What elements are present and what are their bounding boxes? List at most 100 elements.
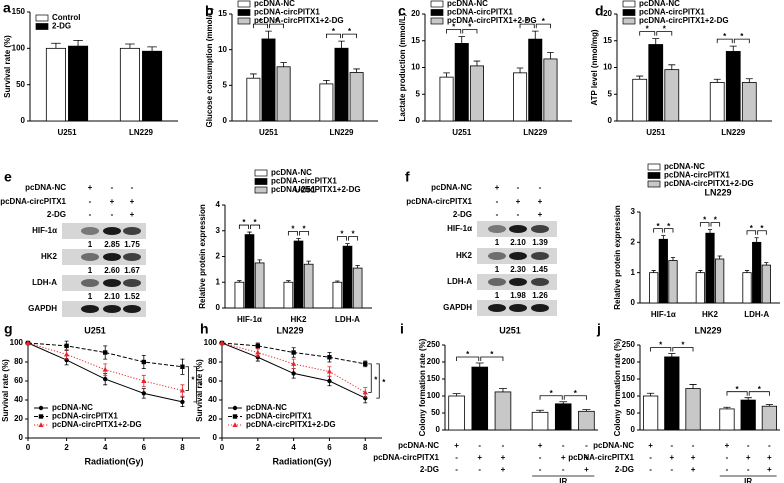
- marker: [38, 422, 44, 427]
- group-label: IR: [744, 477, 752, 483]
- band-label: GAPDH: [28, 304, 57, 313]
- legend-swatch: [254, 169, 268, 177]
- sig-bracket: [535, 23, 551, 29]
- sig-star: *: [714, 216, 718, 225]
- bar: [234, 281, 245, 309]
- sig-star: *: [723, 32, 727, 41]
- sig-star: *: [663, 25, 667, 34]
- x-tick-label: HIF-1α: [237, 315, 262, 324]
- blot-band: [531, 252, 549, 260]
- y-axis-label: Relative protein expression: [198, 204, 207, 309]
- bar: [68, 45, 89, 122]
- condition-sign: +: [495, 183, 500, 192]
- band-value: 1: [88, 266, 93, 275]
- legend-swatch: [254, 186, 268, 194]
- error-bar: [652, 38, 660, 45]
- sig-bracket: [238, 224, 249, 230]
- blot-band: [488, 225, 506, 233]
- marker: [291, 361, 297, 366]
- bar: [254, 262, 265, 309]
- bar: [658, 238, 668, 304]
- sig-star: *: [760, 224, 764, 233]
- condition-sign: +: [538, 197, 543, 206]
- sig-bracket: [650, 347, 672, 352]
- y-tick-label: 2: [216, 252, 221, 261]
- error-bar: [499, 388, 507, 392]
- error-bar: [265, 30, 272, 39]
- bar: [439, 76, 454, 122]
- y-tick-label: 0: [213, 433, 218, 442]
- condition-sign: -: [562, 441, 565, 450]
- y-tick-label: 250: [427, 340, 441, 349]
- bar: [276, 66, 291, 122]
- blot-band: [81, 305, 99, 313]
- y-tick-label: 50: [431, 408, 440, 417]
- marker: [141, 378, 147, 383]
- x-tick-label: LN229: [523, 128, 548, 137]
- y-tick-label: 0: [631, 425, 636, 434]
- bar: [578, 410, 595, 431]
- band-value: 1.75: [124, 240, 140, 249]
- sig-bracket: [757, 230, 767, 235]
- bar: [494, 391, 512, 431]
- y-tick-label: 80: [208, 357, 217, 366]
- condition-sign: -: [649, 453, 652, 462]
- blot-band: [123, 279, 141, 287]
- y-tick-label: 0: [216, 303, 221, 312]
- x-tick-label: 0: [220, 443, 225, 452]
- bar: [664, 356, 680, 431]
- y-tick-label: 0: [223, 116, 228, 125]
- condition-sign: -: [726, 465, 729, 474]
- series-line: [27, 342, 183, 368]
- marker: [232, 422, 238, 427]
- marker: [38, 414, 44, 419]
- error-bar: [689, 384, 697, 389]
- sig-star: *: [550, 389, 554, 398]
- bar: [664, 69, 680, 122]
- y-tick-label: 0: [631, 298, 636, 307]
- sig-star: *: [340, 230, 344, 239]
- legend-label: pcDNA-NC: [52, 403, 93, 412]
- y-tick-label: 150: [622, 374, 636, 383]
- error-bar: [647, 392, 655, 396]
- marker: [362, 389, 368, 395]
- condition-sign: -: [455, 465, 458, 474]
- y-tick-label: 5: [223, 80, 228, 89]
- marker: [291, 371, 296, 376]
- sig-bracket: [250, 224, 261, 230]
- x-tick-label: U251: [646, 128, 666, 137]
- blot-band: [531, 304, 549, 312]
- x-tick-label: 4: [291, 443, 296, 452]
- sig-star: *: [348, 27, 352, 36]
- y-axis-label: Survival rate (%): [3, 35, 12, 98]
- condition-sign: -: [670, 441, 673, 450]
- panel-letter: a: [3, 0, 11, 16]
- blot-band: [123, 253, 141, 261]
- condition-sign: -: [455, 453, 458, 462]
- condition-sign: +: [584, 453, 589, 462]
- marker: [103, 350, 108, 355]
- legend-swatch: [622, 9, 636, 16]
- sig-star: *: [656, 222, 660, 231]
- x-tick-label: 2: [64, 443, 69, 452]
- condition-sign: +: [477, 453, 482, 462]
- legend-label: pcDNA-circPITX1: [254, 8, 320, 17]
- legend-label: pcDNA-NC: [271, 168, 312, 177]
- marker: [180, 399, 185, 405]
- marker: [38, 405, 44, 411]
- legend-swatch: [237, 17, 251, 25]
- band-value: 1.67: [124, 266, 140, 275]
- blot-band: [103, 227, 121, 235]
- error-bar: [286, 280, 291, 283]
- bar: [352, 267, 363, 309]
- chart-title: LN229: [694, 325, 721, 335]
- error-bar: [353, 68, 360, 73]
- marker: [103, 376, 108, 382]
- bar: [668, 260, 678, 304]
- series-line: [221, 342, 366, 393]
- sig-star: *: [758, 385, 762, 394]
- y-tick-label: 150: [12, 7, 26, 16]
- sig-star: *: [659, 341, 663, 350]
- condition-label: 2-DG: [47, 210, 66, 219]
- legend-swatch: [647, 172, 661, 179]
